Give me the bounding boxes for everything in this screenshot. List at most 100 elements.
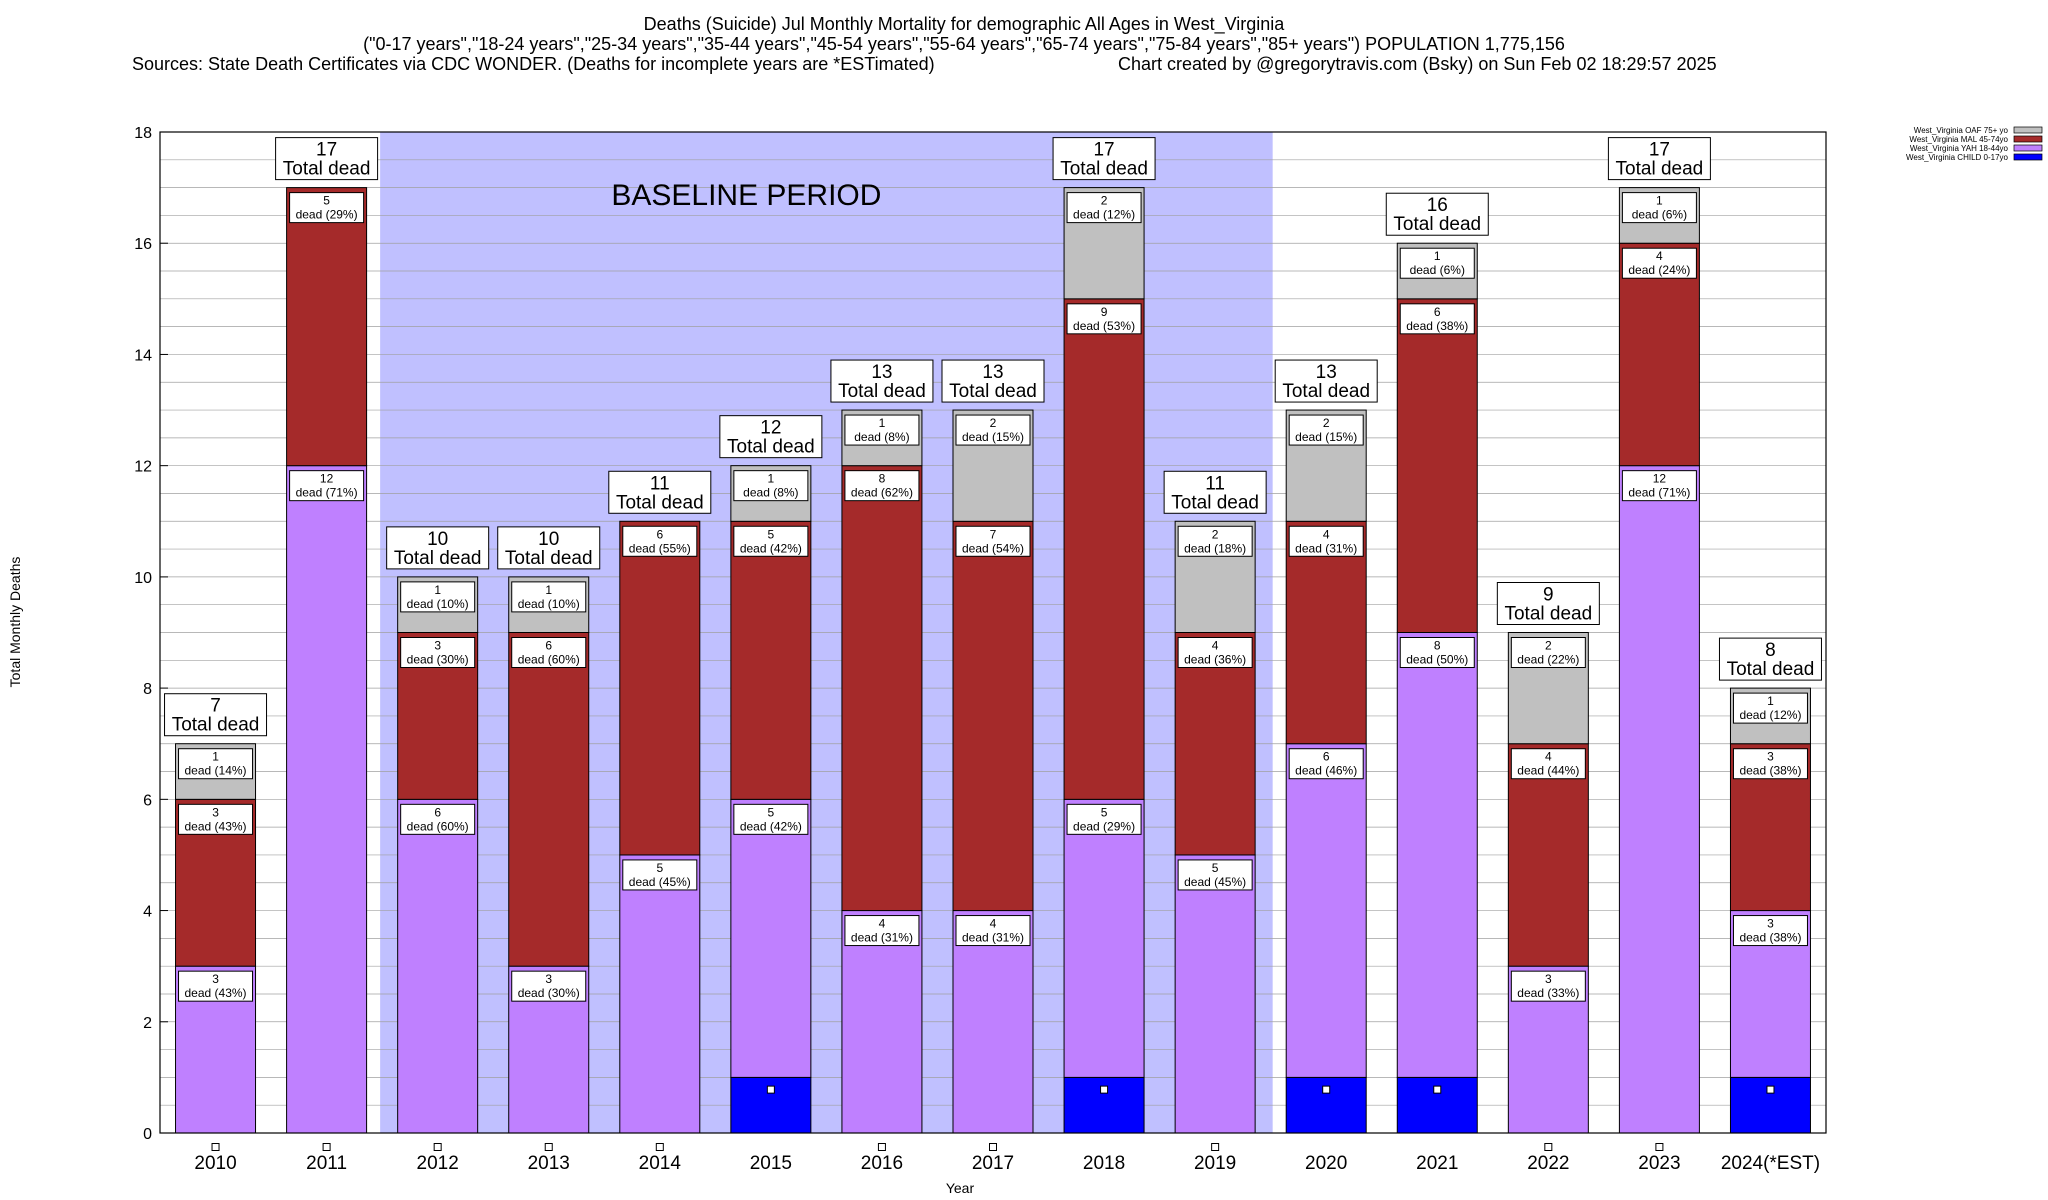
segment-percent-label: dead (45%) xyxy=(629,875,691,889)
segment-label-box xyxy=(1177,637,1253,668)
x-tick-label: 2018 xyxy=(1083,1153,1125,1174)
total-dead-label: Total dead xyxy=(1727,659,1815,680)
segment-percent-label: dead (31%) xyxy=(851,931,913,945)
segment-count-label: 1 xyxy=(434,583,441,597)
bar-segment xyxy=(1063,298,1145,800)
x-tick-label: 2024(*EST) xyxy=(1721,1153,1820,1174)
bar-segment xyxy=(619,854,701,1134)
segment-label-box xyxy=(844,470,920,502)
legend-swatch xyxy=(2013,153,2043,161)
total-count-label: 9 xyxy=(1543,585,1554,606)
total-label-box xyxy=(386,526,490,570)
segment-count-label: 1 xyxy=(1434,249,1441,263)
child-marker xyxy=(1100,1085,1109,1094)
segment-percent-label: dead (22%) xyxy=(1517,653,1579,667)
segment-count-label: 1 xyxy=(768,472,775,486)
y-tick-label: 4 xyxy=(143,904,152,921)
child-marker xyxy=(1766,1085,1775,1094)
segment-count-label: 8 xyxy=(879,472,886,486)
legend-entry: West_Virginia MAL 45-74yo xyxy=(1909,135,2008,144)
bar-segment xyxy=(730,520,812,800)
total-label-box xyxy=(164,693,268,737)
segment-label-box xyxy=(1399,637,1475,668)
segment-label-box xyxy=(1177,525,1253,557)
segment-percent-label: dead (38%) xyxy=(1739,931,1801,945)
segment-percent-label: dead (45%) xyxy=(1184,875,1246,889)
segment-label-box xyxy=(955,915,1031,947)
total-dead-label: Total dead xyxy=(727,437,815,458)
segment-percent-label: dead (10%) xyxy=(518,597,580,611)
segment-count-label: 5 xyxy=(1101,805,1108,819)
segment-count-label: 5 xyxy=(768,805,775,819)
segment-count-label: 6 xyxy=(1323,750,1330,764)
segment-label-box xyxy=(1399,303,1475,335)
segment-count-label: 2 xyxy=(1212,527,1219,541)
y-tick-label: 6 xyxy=(143,792,152,809)
segment-count-label: 5 xyxy=(1212,861,1219,875)
bar-segment xyxy=(619,520,701,856)
segment-count-label: 8 xyxy=(1434,639,1441,653)
segment-label-box xyxy=(178,803,254,835)
x-axis-label: Year xyxy=(946,1180,975,1196)
total-count-label: 17 xyxy=(1649,140,1670,161)
segment-label-box xyxy=(1066,303,1142,335)
total-dead-label: Total dead xyxy=(1393,214,1481,235)
segment-count-label: 6 xyxy=(545,639,552,653)
segment-label-box xyxy=(511,637,587,668)
segment-percent-label: dead (43%) xyxy=(185,986,247,1000)
total-count-label: 16 xyxy=(1427,195,1448,216)
total-count-label: 13 xyxy=(871,362,892,383)
legend-entry: West_Virginia CHILD 0-17yo xyxy=(1906,153,2009,162)
segment-count-label: 9 xyxy=(1101,305,1108,319)
segment-label-box xyxy=(1177,859,1253,891)
segment-label-box xyxy=(178,970,254,1002)
total-label-box xyxy=(941,359,1045,403)
segment-count-label: 12 xyxy=(320,472,334,486)
segment-label-box xyxy=(1510,637,1586,668)
total-count-label: 13 xyxy=(982,362,1003,383)
segment-label-box xyxy=(844,414,920,446)
total-count-label: 7 xyxy=(210,696,221,717)
x-tick-label: 2014 xyxy=(639,1153,682,1174)
bar-segment xyxy=(841,465,923,912)
segment-count-label: 1 xyxy=(1767,694,1774,708)
y-axis-label: Total Monthly Deaths xyxy=(7,557,23,688)
segment-label-box xyxy=(622,859,698,891)
bar-segment xyxy=(1396,298,1478,633)
child-marker xyxy=(766,1085,775,1094)
total-dead-label: Total dead xyxy=(616,492,704,513)
segment-count-label: 3 xyxy=(212,972,219,986)
segment-count-label: 2 xyxy=(1545,639,1552,653)
child-marker xyxy=(989,1143,997,1151)
segment-count-label: 3 xyxy=(212,805,219,819)
child-marker xyxy=(211,1143,220,1151)
segment-label-box xyxy=(1732,692,1808,724)
segment-count-label: 1 xyxy=(545,583,552,597)
segment-percent-label: dead (30%) xyxy=(518,986,580,1000)
segment-count-label: 3 xyxy=(1545,972,1552,986)
total-label-box xyxy=(1496,582,1600,625)
bar-segment xyxy=(1174,632,1256,856)
segment-percent-label: dead (54%) xyxy=(962,541,1024,555)
total-count-label: 10 xyxy=(538,529,559,550)
legend-swatch xyxy=(2013,126,2043,134)
segment-count-label: 4 xyxy=(1323,527,1330,541)
total-dead-label: Total dead xyxy=(949,381,1037,402)
segment-count-label: 5 xyxy=(656,861,663,875)
child-marker xyxy=(1655,1143,1664,1151)
total-count-label: 17 xyxy=(1093,140,1114,161)
segment-count-label: 3 xyxy=(1767,917,1774,931)
segment-label-box xyxy=(733,470,809,502)
total-label-box xyxy=(1607,137,1711,181)
total-label-box xyxy=(608,470,712,514)
bar-segment xyxy=(730,798,812,1078)
y-tick-label: 8 xyxy=(143,681,152,698)
segment-label-box xyxy=(511,581,587,613)
segment-percent-label: dead (12%) xyxy=(1073,208,1135,222)
segment-percent-label: dead (31%) xyxy=(962,931,1024,945)
bar-segment xyxy=(1285,520,1367,745)
segment-count-label: 4 xyxy=(1545,750,1552,764)
y-tick-label: 10 xyxy=(134,570,152,587)
y-tick-label: 14 xyxy=(134,347,152,364)
